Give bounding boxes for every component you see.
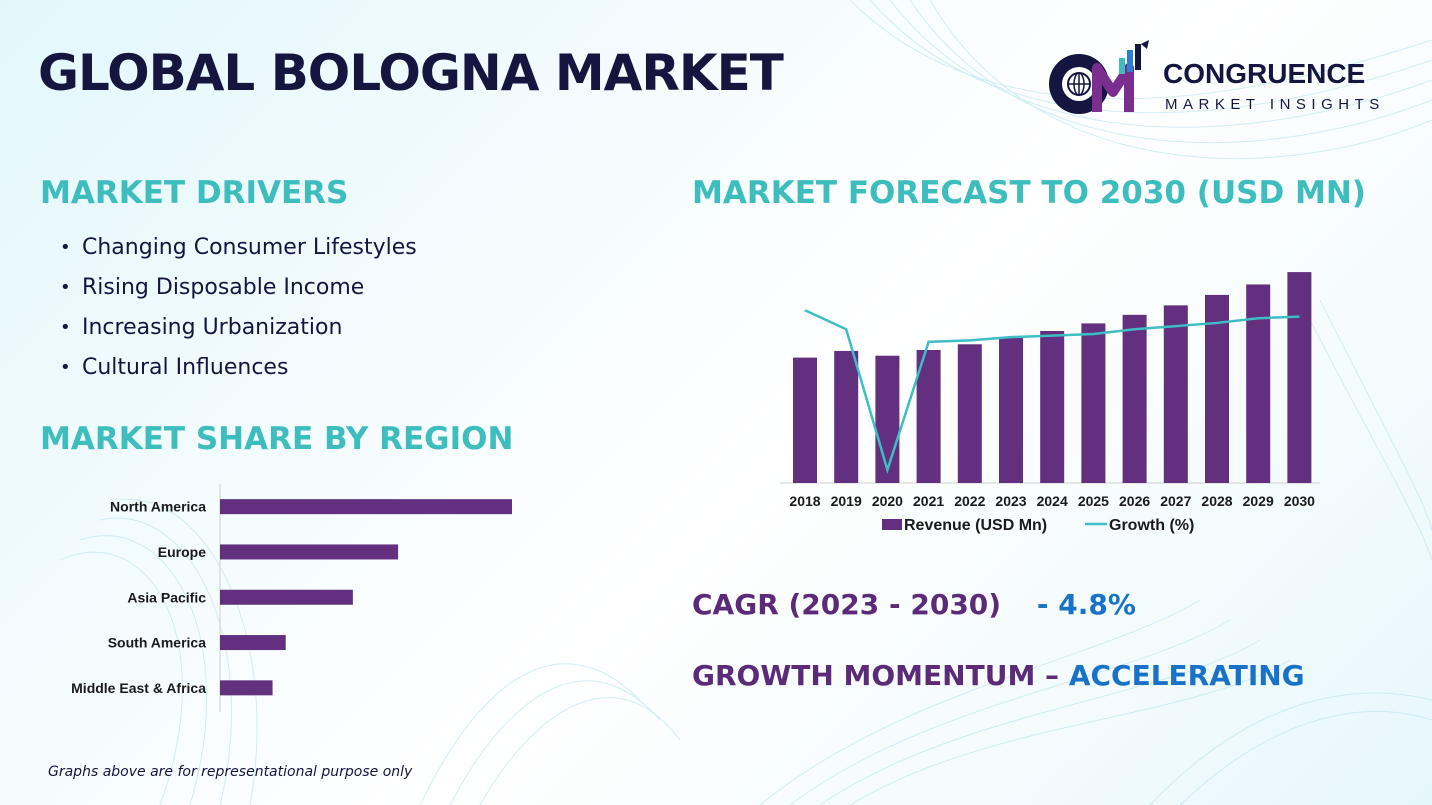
year-tick-label: 2026: [1119, 493, 1150, 509]
region-label: South America: [108, 635, 206, 651]
market-drivers-list: • Changing Consumer Lifestyles • Rising Di…: [60, 228, 417, 388]
revenue-bar: [1040, 331, 1065, 483]
year-tick-label: 2018: [789, 493, 820, 509]
region-label: Asia Pacific: [127, 589, 206, 605]
forecast-chart: 2018 2019 2020 2021 2022 2023 2024 2025 2026 2027…: [780, 272, 1320, 534]
driver-item: • Cultural Influences: [60, 348, 417, 388]
driver-item: • Changing Consumer Lifestyles: [60, 228, 417, 268]
revenue-bar: [1205, 294, 1229, 483]
revenue-bar: [1246, 284, 1271, 483]
logo-mark-icon: [1049, 40, 1149, 114]
region-bar: [220, 680, 273, 696]
revenue-bar: [1163, 305, 1188, 483]
year-tick-label: 2025: [1078, 493, 1109, 509]
page-title: GLOBAL BOLOGNA MARKET: [38, 44, 784, 102]
year-tick-label: 2021: [913, 493, 944, 509]
year-tick-label: 2029: [1243, 493, 1274, 509]
cagr-label: CAGR (2023 - 2030): [692, 588, 1002, 621]
legend-revenue-swatch: [882, 519, 902, 530]
bullet-icon: •: [60, 237, 71, 258]
year-tick-label: 2019: [831, 493, 862, 509]
revenue-bar: [999, 337, 1023, 483]
revenue-bar: [957, 344, 982, 483]
revenue-bar: [834, 350, 859, 483]
cagr-value: - 4.8%: [1036, 588, 1136, 621]
region-share-chart: North America Europe Asia Pacific South Ame…: [71, 484, 512, 712]
region-label: Europe: [158, 544, 206, 560]
driver-label: Cultural Influences: [82, 355, 289, 380]
year-tick-label: 2023: [995, 493, 1026, 509]
company-logo: CONGRUENCE MARKET INSIGHTS: [1045, 40, 1395, 120]
year-tick-label: 2027: [1160, 493, 1191, 509]
driver-label: Changing Consumer Lifestyles: [82, 235, 417, 260]
momentum-value: ACCELERATING: [1068, 659, 1305, 692]
growth-momentum-line: GROWTH MOMENTUM – ACCELERATING: [692, 659, 1305, 692]
revenue-bar: [875, 355, 900, 483]
market-share-heading: MARKET SHARE BY REGION: [40, 421, 514, 457]
legend-revenue-label: Revenue (USD Mn): [904, 517, 1047, 534]
revenue-bar: [1081, 323, 1106, 483]
region-bar: [220, 635, 286, 651]
region-label: North America: [110, 499, 206, 515]
year-tick-label: 2022: [954, 493, 985, 509]
driver-item: • Rising Disposable Income: [60, 268, 417, 308]
revenue-bar: [1122, 314, 1147, 483]
revenue-bar: [1287, 272, 1312, 483]
revenue-bar: [793, 357, 817, 483]
year-tick-label: 2028: [1201, 493, 1232, 509]
region-label: Middle East & Africa: [71, 680, 206, 696]
market-drivers-heading: MARKET DRIVERS: [40, 175, 349, 211]
bullet-icon: •: [60, 317, 71, 338]
bullet-icon: •: [60, 277, 71, 298]
forecast-heading: MARKET FORECAST TO 2030 (USD MN): [692, 175, 1366, 211]
year-tick-label: 2030: [1284, 493, 1315, 509]
revenue-bar: [916, 350, 941, 483]
driver-item: • Increasing Urbanization: [60, 308, 417, 348]
driver-label: Rising Disposable Income: [82, 275, 365, 300]
cagr-line: CAGR (2023 - 2030) - 4.8%: [692, 588, 1136, 621]
region-bar: [220, 589, 353, 605]
logo-name: CONGRUENCE: [1163, 58, 1366, 89]
legend-growth-label: Growth (%): [1109, 517, 1194, 534]
region-bar: [220, 499, 512, 515]
driver-label: Increasing Urbanization: [82, 315, 343, 340]
year-tick-label: 2024: [1037, 493, 1068, 509]
logo-tagline: MARKET INSIGHTS: [1165, 96, 1385, 113]
year-tick-label: 2020: [872, 493, 903, 509]
region-bar: [220, 544, 399, 560]
growth-line: [804, 309, 1300, 475]
momentum-label: GROWTH MOMENTUM –: [692, 659, 1060, 692]
footnote: Graphs above are for representational pu…: [48, 764, 413, 780]
bullet-icon: •: [60, 357, 71, 378]
